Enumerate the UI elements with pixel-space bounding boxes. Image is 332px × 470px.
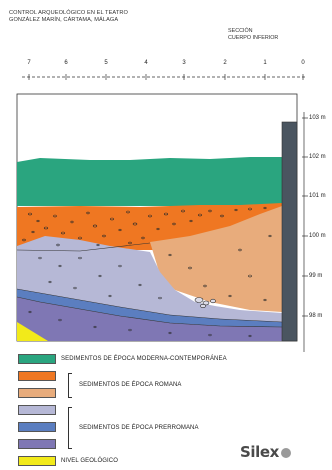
elevation-label: 102 m (309, 154, 326, 160)
legend-label-roman: SEDIMENTOS DE ÉPOCA ROMANA (79, 382, 182, 388)
stone-inclusions (22, 206, 272, 302)
scale-tick-label: 3 (182, 60, 186, 66)
wall-structure (281, 121, 298, 342)
pebble-inclusions (28, 256, 252, 338)
scale-tick-label: 0 (301, 60, 305, 66)
section-label: SECCIÓN CUERPO INFERIOR (228, 28, 278, 42)
layer-prehistoric-mid (17, 289, 282, 327)
elevation-label: 99 m (309, 273, 323, 279)
layer-roman-lower (150, 206, 282, 312)
legend-label-prehistoric: SEDIMENTOS DE ÉPOCA PRERROMANA (79, 425, 199, 431)
legend-swatch-prehistoric-mid (18, 422, 56, 432)
elevation-axis (302, 112, 308, 352)
legend-label-modern: SEDIMENTOS DE ÉPOCA MODERNA-CONTEMPORÁNE… (61, 356, 227, 362)
scale-line (22, 74, 306, 80)
stone-cluster (194, 297, 216, 308)
section-label-line-2: CUERPO INFERIOR (228, 35, 279, 41)
logo-mark-icon (280, 448, 291, 458)
legend-swatch-prehistoric-light (18, 405, 56, 415)
legend-swatch-prehistoric-dark (18, 439, 56, 449)
legend-swatch-roman-lower (18, 388, 56, 398)
legend-bracket-roman (68, 373, 72, 398)
scale-tick-label: 6 (64, 60, 68, 66)
layer-prehistoric-dark (17, 297, 282, 341)
elevation-label: 103 m (309, 115, 326, 121)
layer-modern (17, 157, 282, 206)
legend-bracket-prehistoric (68, 407, 72, 449)
silex-logo: Silex (240, 443, 291, 461)
legend-label-geological: NIVEL GEOLÓGICO (61, 458, 118, 464)
scale-tick-label: 2 (223, 60, 227, 66)
section-label-line-1: SECCIÓN (228, 28, 253, 34)
scale-tick-label: 5 (104, 60, 108, 66)
layer-geological (17, 322, 48, 341)
elevation-label: 100 m (309, 233, 326, 239)
figure-title-line-1: CONTROL ARQUEOLÓGICO EN EL TEATRO (9, 10, 128, 16)
legend-swatch-modern (18, 354, 56, 364)
scale-tick-label: 4 (144, 60, 148, 66)
figure-title: CONTROL ARQUEOLÓGICO EN EL TEATRO GONZÁL… (9, 10, 128, 24)
elevation-label: 98 m (309, 313, 323, 319)
figure-title-line-2: GONZÁLEZ MARÍN, CÁRTAMA, MÁLAGA (9, 17, 119, 23)
scale-tick-label: 7 (27, 60, 31, 66)
elevation-label: 101 m (309, 193, 326, 199)
legend-swatch-roman-upper (18, 371, 56, 381)
scale-tick-label: 1 (263, 60, 267, 66)
legend-swatch-geological (18, 456, 56, 466)
logo-text: Silex (240, 443, 279, 461)
